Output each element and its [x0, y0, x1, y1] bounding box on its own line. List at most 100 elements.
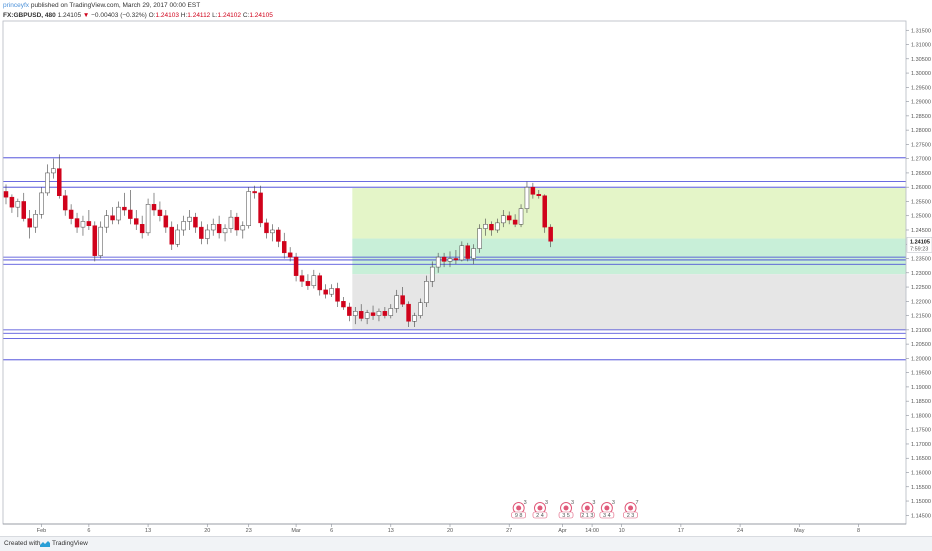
candle-body [382, 311, 388, 316]
candle-body [27, 218, 32, 228]
down-arrow-icon: ▼ [82, 12, 90, 19]
candle-body [317, 275, 323, 291]
candle-body [477, 228, 482, 249]
candle-body [128, 209, 133, 219]
time-tick-label: 23 [246, 528, 252, 534]
price-tick-label: 1.20500 [911, 342, 931, 348]
time-tick-label: 20 [447, 528, 453, 534]
candle-body [305, 281, 311, 286]
created-with-text: Created with [4, 540, 41, 547]
candle-body [501, 215, 506, 224]
price-axis[interactable]: 1.31500 1.31000 1.30500 1.30000 1.29500 1.290… [906, 28, 931, 519]
risk-reward-zones [352, 188, 906, 330]
candle-body [175, 229, 180, 245]
price-tick-label: 1.15000 [911, 499, 931, 505]
news-marker-row: 3 4 [603, 513, 611, 519]
candle-body [157, 209, 163, 216]
news-marker-row: 2 4 [536, 513, 544, 519]
symbol-label: FX:GBPUSD, 480 [3, 12, 56, 19]
price-tick-label: 1.29500 [911, 85, 931, 91]
time-tick-label: Apr [558, 528, 567, 534]
candle-body [86, 221, 92, 226]
high-label: H: [180, 12, 188, 19]
candle-body [518, 208, 524, 225]
candle-body [542, 195, 547, 228]
time-axis[interactable]: Feb 6 13 20 23 Mar 6 13 20 27 Apr 14:00 10 17 24 May 8 [37, 524, 860, 534]
candle-body [258, 192, 263, 224]
time-tick-label: 27 [506, 528, 512, 534]
candle-body [323, 289, 328, 295]
time-tick-label: Feb [37, 528, 46, 534]
open-value: 1.24103 [155, 12, 179, 19]
news-marker-dot [516, 505, 522, 511]
candle-body [270, 229, 275, 234]
candle-body [530, 186, 536, 195]
last-price-box [906, 237, 932, 253]
close-value: 1.24105 [249, 12, 273, 19]
candle-body [51, 168, 56, 174]
candle-body [311, 275, 317, 286]
candle-body [145, 204, 151, 234]
chart-header: princeyfx published on TradingView.com, … [3, 1, 273, 20]
time-tick-label: 6 [330, 528, 333, 534]
candle-body [353, 311, 358, 316]
price-tick-label: 1.26500 [911, 171, 931, 177]
price-tick-label: 1.16500 [911, 456, 931, 462]
candle-body [524, 186, 530, 209]
price-chart[interactable]: 3 9 8 3 2 4 3 3 5 3 2 1 3 3 3 4 7 2 3 1.31500 1.3100… [0, 0, 932, 536]
quote-line: FX:GBPUSD, 480 1.24105 ▼ −0.00403 (−0.32… [3, 11, 273, 20]
price-tick-label: 1.20000 [911, 356, 931, 362]
candle-body [335, 288, 340, 302]
price-tick-label: 1.16000 [911, 471, 931, 477]
time-tick-label: 14:00 [585, 528, 599, 534]
time-tick-label: 20 [204, 528, 210, 534]
candle-body [187, 216, 192, 222]
price-tick-label: 1.18000 [911, 413, 931, 419]
author-link[interactable]: princeyfx [3, 2, 30, 9]
candle-body [412, 315, 417, 322]
candle-body [210, 224, 216, 231]
tradingview-brand[interactable]: TradingView [52, 540, 88, 547]
news-marker-row: 3 5 [562, 513, 570, 519]
candle-body [394, 295, 399, 309]
candle-body [222, 228, 228, 234]
price-tick-label: 1.28500 [911, 114, 931, 120]
candle-body [139, 224, 145, 234]
news-marker-count: 3 [571, 500, 574, 506]
candle-body [347, 306, 352, 316]
candle-body [169, 226, 175, 245]
price-tick-label: 1.21000 [911, 328, 931, 334]
price-tick-label: 1.17000 [911, 442, 931, 448]
candle-body [98, 226, 103, 256]
time-tick-label: 8 [857, 528, 860, 534]
candle-body [133, 218, 139, 225]
candle-body [122, 206, 127, 211]
price-tick-label: 1.21500 [911, 314, 931, 320]
footer-bar: Created with TradingView [0, 536, 932, 551]
candle-body [447, 258, 453, 262]
candle-body [453, 258, 459, 261]
news-marker-dot [628, 505, 634, 511]
profit-zone [352, 188, 906, 239]
news-marker-dot [584, 505, 590, 511]
candle-body [240, 225, 246, 231]
news-marker-count: 3 [524, 500, 527, 506]
loss-zone [352, 274, 906, 330]
price-tick-label: 1.19500 [911, 371, 931, 377]
price-tick-label: 1.23000 [911, 271, 931, 277]
candle-body [388, 308, 394, 316]
candle-body [80, 221, 86, 228]
time-tick-label: 17 [678, 528, 684, 534]
news-marker-dot [537, 505, 543, 511]
price-tick-label: 1.31500 [911, 28, 931, 34]
candles [3, 154, 553, 327]
price-tick-label: 1.29000 [911, 100, 931, 106]
price-tick-label: 1.22000 [911, 299, 931, 305]
candle-body [246, 191, 251, 226]
candle-body [293, 256, 299, 276]
price-tick-label: 1.14500 [911, 513, 931, 519]
candle-body [495, 222, 500, 231]
candle-body [3, 191, 9, 198]
news-marker-pill [511, 511, 526, 519]
